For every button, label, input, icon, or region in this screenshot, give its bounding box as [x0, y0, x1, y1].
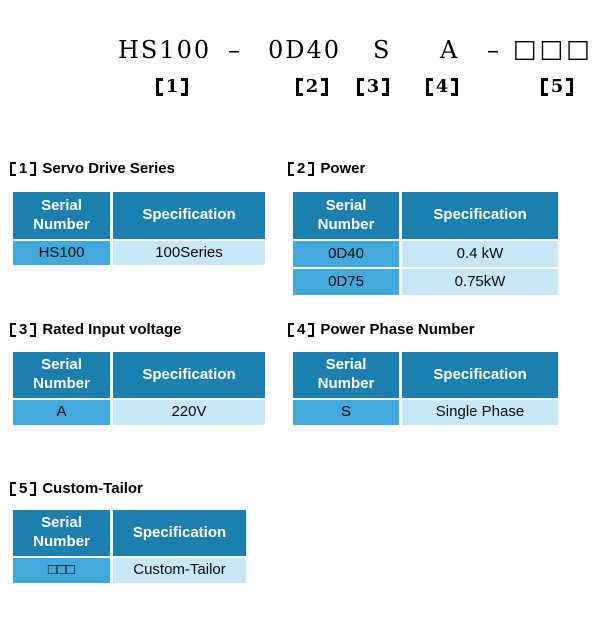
- header-cell-serial-number: Serial Number: [13, 510, 110, 556]
- power-table: Serial Number Specification 0D40 0.4 kW …: [293, 192, 558, 295]
- header-cell-specification: Specification: [113, 192, 265, 239]
- marker-number: 3: [366, 76, 380, 97]
- section-title-text: Power: [320, 160, 366, 177]
- header-cell-serial-number: Serial Number: [13, 352, 110, 398]
- model-code-dash: –: [228, 36, 242, 64]
- servo-drive-series-table: Serial Number Specification HS100 100Ser…: [13, 192, 265, 265]
- header-cell-specification: Specification: [113, 352, 265, 398]
- bracket-left-icon: [10, 161, 16, 176]
- bracket-left-icon: [540, 78, 548, 96]
- marker-number: 5: [550, 76, 564, 97]
- model-code-power-segment: 0D40: [268, 36, 342, 64]
- marker-number: 4: [435, 76, 449, 97]
- section-number: 1: [19, 160, 28, 177]
- bracket-right-icon: [451, 78, 459, 96]
- power-phase-number-table: Serial Number Specification S Single Pha…: [293, 352, 558, 425]
- model-code-voltage-segment: A: [440, 36, 460, 64]
- header-cell-specification: Specification: [402, 192, 558, 239]
- bracket-left-icon: [10, 481, 16, 496]
- serial-cell: □□□: [13, 558, 110, 583]
- serial-cell: 0D40: [293, 241, 399, 267]
- bracket-right-icon: [308, 161, 315, 176]
- section-title-power: 2 Power: [288, 160, 365, 177]
- header-cell-specification: Specification: [402, 352, 558, 398]
- spec-cell: Single Phase: [402, 400, 558, 425]
- bracket-right-icon: [30, 161, 37, 176]
- spec-cell: 0.4 kW: [402, 241, 558, 267]
- serial-cell: HS100: [13, 241, 110, 265]
- bracket-right-icon: [308, 322, 315, 337]
- bracket-left-icon: [155, 78, 163, 96]
- spec-cell: Custom-Tailor: [113, 558, 246, 583]
- bracket-right-icon: [30, 322, 37, 337]
- bracket-left-icon: [356, 78, 364, 96]
- section-title-rated-input-voltage: 3 Rated Input voltage: [10, 321, 182, 338]
- model-code-custom-segment: □□□: [513, 34, 593, 63]
- bracket-left-icon: [295, 78, 303, 96]
- marker-number: 2: [305, 76, 319, 97]
- bracket-right-icon: [181, 78, 189, 96]
- custom-tailor-table: Serial Number Specification □□□ Custom-T…: [13, 510, 246, 583]
- marker-3: 3: [353, 76, 393, 98]
- bracket-right-icon: [566, 78, 574, 96]
- header-cell-serial-number: Serial Number: [293, 192, 399, 239]
- serial-cell: S: [293, 400, 399, 425]
- header-cell-specification: Specification: [113, 510, 246, 556]
- model-code-dash: –: [487, 36, 501, 64]
- spec-cell: 0.75kW: [402, 269, 558, 295]
- section-title-power-phase-number: 4 Power Phase Number: [288, 321, 475, 338]
- spec-cell: 100Series: [113, 241, 265, 265]
- section-title-text: Rated Input voltage: [42, 321, 182, 338]
- marker-1: 1: [152, 76, 192, 98]
- section-title-text: Custom-Tailor: [42, 480, 143, 497]
- bracket-right-icon: [321, 78, 329, 96]
- section-title-custom-tailor: 5 Custom-Tailor: [10, 480, 143, 497]
- bracket-right-icon: [30, 481, 37, 496]
- serial-cell: A: [13, 400, 110, 425]
- section-title-text: Servo Drive Series: [42, 160, 175, 177]
- serial-cell: 0D75: [293, 269, 399, 295]
- spec-cell: 220V: [113, 400, 265, 425]
- section-title-servo-drive-series: 1 Servo Drive Series: [10, 160, 175, 177]
- model-code-series-segment: HS100: [118, 36, 212, 64]
- header-cell-serial-number: Serial Number: [293, 352, 399, 398]
- bracket-left-icon: [10, 322, 16, 337]
- marker-5: 5: [537, 76, 577, 98]
- section-number: 4: [297, 321, 306, 338]
- marker-2: 2: [292, 76, 332, 98]
- marker-4: 4: [422, 76, 462, 98]
- bracket-right-icon: [382, 78, 390, 96]
- model-code-phase-segment: S: [373, 36, 392, 64]
- section-title-text: Power Phase Number: [320, 321, 475, 338]
- section-number: 2: [297, 160, 306, 177]
- header-cell-serial-number: Serial Number: [13, 192, 110, 239]
- bracket-left-icon: [288, 161, 294, 176]
- bracket-left-icon: [425, 78, 433, 96]
- section-number: 5: [19, 480, 28, 497]
- section-number: 3: [19, 321, 28, 338]
- rated-input-voltage-table: Serial Number Specification A 220V: [13, 352, 265, 425]
- bracket-left-icon: [288, 322, 294, 337]
- marker-number: 1: [165, 76, 179, 97]
